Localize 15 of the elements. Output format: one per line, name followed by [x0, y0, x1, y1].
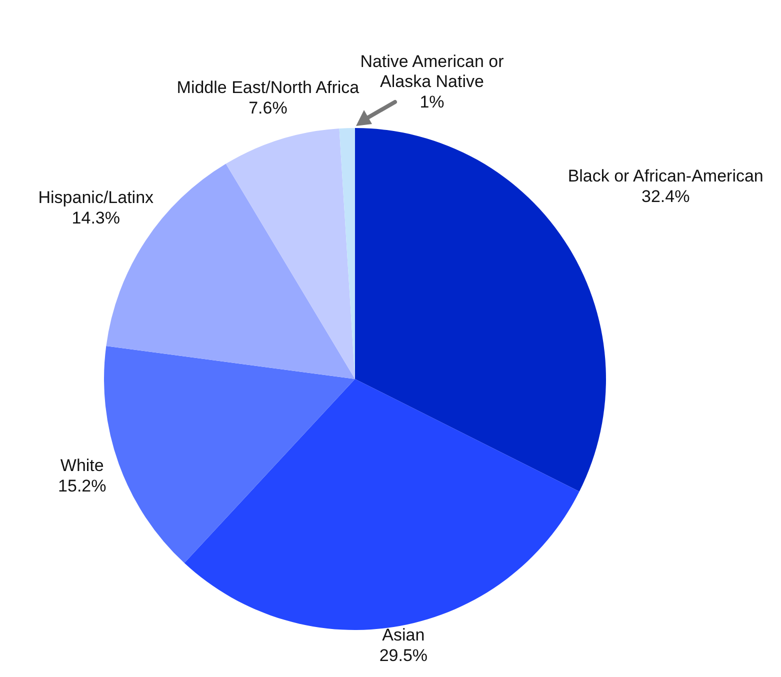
slice-label: Asian: [382, 626, 425, 646]
data-label: 14.3%: [72, 208, 120, 228]
slice-label: White: [60, 456, 104, 476]
slice-label: Hispanic/Latinx: [38, 188, 154, 208]
data-label: 1%: [420, 92, 444, 112]
data-label: 29.5%: [379, 646, 428, 666]
pie-slice: [226, 128, 355, 379]
data-label: 7.6%: [248, 98, 288, 118]
slice-label: Native American or Alaska Native: [360, 52, 504, 92]
slice-label: Middle East/North Africa: [176, 78, 360, 98]
data-label: 32.4%: [642, 186, 690, 206]
data-label: 15.2%: [58, 476, 106, 496]
pie-slice: [104, 346, 355, 564]
pie-slice: [184, 379, 580, 630]
slice-label: Black or African-American: [568, 166, 764, 186]
